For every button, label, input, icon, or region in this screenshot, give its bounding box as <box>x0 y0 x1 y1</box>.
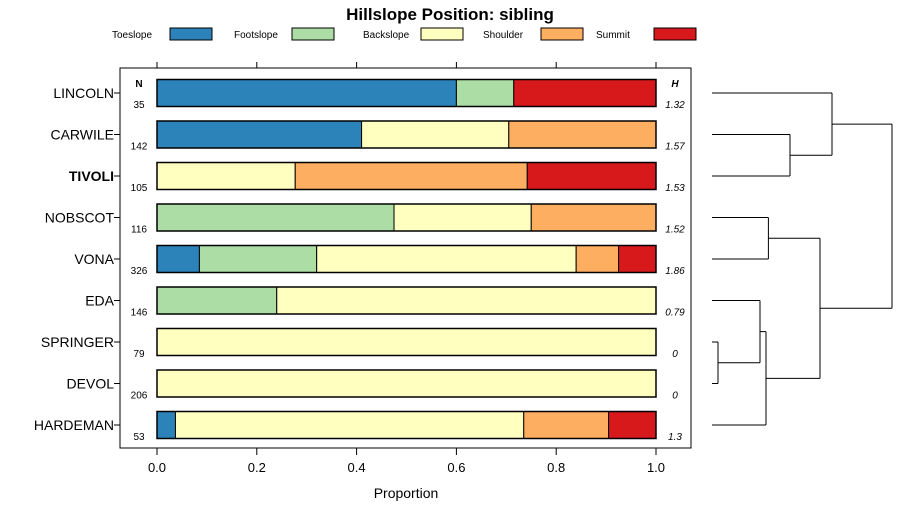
legend-swatch <box>291 27 335 41</box>
row-n-value: 35 <box>133 100 145 111</box>
legend-label: Summit <box>596 30 630 41</box>
top-axis-ticks <box>156 62 657 68</box>
bar-outline <box>156 327 657 357</box>
bar-segment <box>156 411 176 439</box>
legend-label: Footslope <box>234 30 278 41</box>
legend-swatch <box>169 27 213 41</box>
bar-segment <box>174 411 525 439</box>
x-axis: 0.0 0.2 0.4 0.6 0.8 1.0 <box>148 448 665 475</box>
bar-segment <box>156 203 395 232</box>
row-label: NOBSCOT <box>45 210 115 226</box>
row-n-value: 146 <box>131 308 148 319</box>
bar-segment <box>361 120 510 149</box>
legend-swatch <box>420 27 464 41</box>
bar-segment <box>156 245 200 273</box>
bar-outline <box>156 78 657 108</box>
row-n-value: 105 <box>131 183 148 194</box>
bar-segment <box>523 411 610 439</box>
legend-label: Shoulder <box>483 30 524 41</box>
bar-segment <box>156 328 657 356</box>
x-axis-label: Proportion <box>374 485 439 501</box>
bar-segment <box>575 245 620 273</box>
row-n-value: 116 <box>131 225 147 236</box>
row-n-value: 53 <box>133 432 145 443</box>
row-label: LINCOLN <box>53 85 114 101</box>
bar-segment <box>198 245 318 273</box>
row-h-value: 1.53 <box>665 183 685 194</box>
bar-segment <box>526 162 657 190</box>
legend-swatch <box>540 27 584 41</box>
x-tick-label: 0.4 <box>348 460 366 475</box>
row-n-value: 326 <box>131 266 148 277</box>
x-tick-label: 0.0 <box>148 460 166 475</box>
row-label: VONA <box>74 251 114 267</box>
bar-outline <box>156 369 657 398</box>
plot-panel <box>119 67 692 449</box>
chart-title: Hillslope Position: sibling <box>346 5 554 24</box>
bar-outline <box>156 203 657 232</box>
row-label: EDA <box>85 293 114 309</box>
bar-segment <box>508 120 657 149</box>
row-h-value: 1.52 <box>665 225 685 236</box>
bar-segment <box>393 203 532 232</box>
row-h-value: 0 <box>672 349 678 360</box>
row-n-value: 142 <box>131 142 148 153</box>
bar-segment <box>156 162 296 190</box>
legend-label: Backslope <box>363 30 410 41</box>
row-h-value: 1.32 <box>665 100 685 111</box>
bar-segment <box>156 120 363 149</box>
row-h-value: 1.3 <box>668 432 682 443</box>
row-h-value: 0 <box>672 391 678 402</box>
bar-segment <box>156 369 657 398</box>
bar-segment <box>294 162 528 190</box>
bar-segment <box>276 286 657 315</box>
row-label: TIVOLI <box>69 168 114 184</box>
row-h-value: 1.57 <box>665 142 685 153</box>
x-tick-label: 1.0 <box>647 460 665 475</box>
row-n-value: 79 <box>133 349 145 360</box>
row-label: SPRINGER <box>41 334 114 350</box>
bar-segment <box>156 79 457 107</box>
row-label: CARWILE <box>50 127 114 143</box>
row-h-value: 0.79 <box>665 308 685 319</box>
bar-outline <box>156 161 657 191</box>
legend: Toeslope Footslope Backslope Shoulder Summit <box>112 27 697 41</box>
legend-swatch <box>653 27 697 41</box>
x-tick-label: 0.2 <box>248 460 266 475</box>
row-label: HARDEMAN <box>34 417 114 433</box>
bar-segment <box>513 79 657 107</box>
row-n-value: 206 <box>131 391 148 402</box>
x-tick-label: 0.6 <box>447 460 465 475</box>
bar-segment <box>530 203 657 232</box>
row-h-value: 1.86 <box>665 266 685 277</box>
bar-outline <box>156 410 657 440</box>
bar-segment <box>608 411 657 439</box>
dendrogram <box>712 92 893 426</box>
bar-segment <box>618 245 657 273</box>
bar-segment <box>156 286 278 315</box>
bar-outline <box>156 286 657 315</box>
bar-outline <box>156 244 657 274</box>
bar-segment <box>316 245 577 273</box>
bar-segment <box>455 79 515 107</box>
n-column-header: N <box>135 79 142 90</box>
row-label: DEVOL <box>67 376 115 392</box>
h-column-header: H <box>671 79 679 90</box>
chart-rows: LINCOLN 35 1.32 CARWILE 142 1.57 TIVOLI 105 1.53… <box>34 78 685 443</box>
legend-label: Toeslope <box>112 30 152 41</box>
x-tick-label: 0.8 <box>547 460 565 475</box>
bar-outline <box>156 120 657 149</box>
